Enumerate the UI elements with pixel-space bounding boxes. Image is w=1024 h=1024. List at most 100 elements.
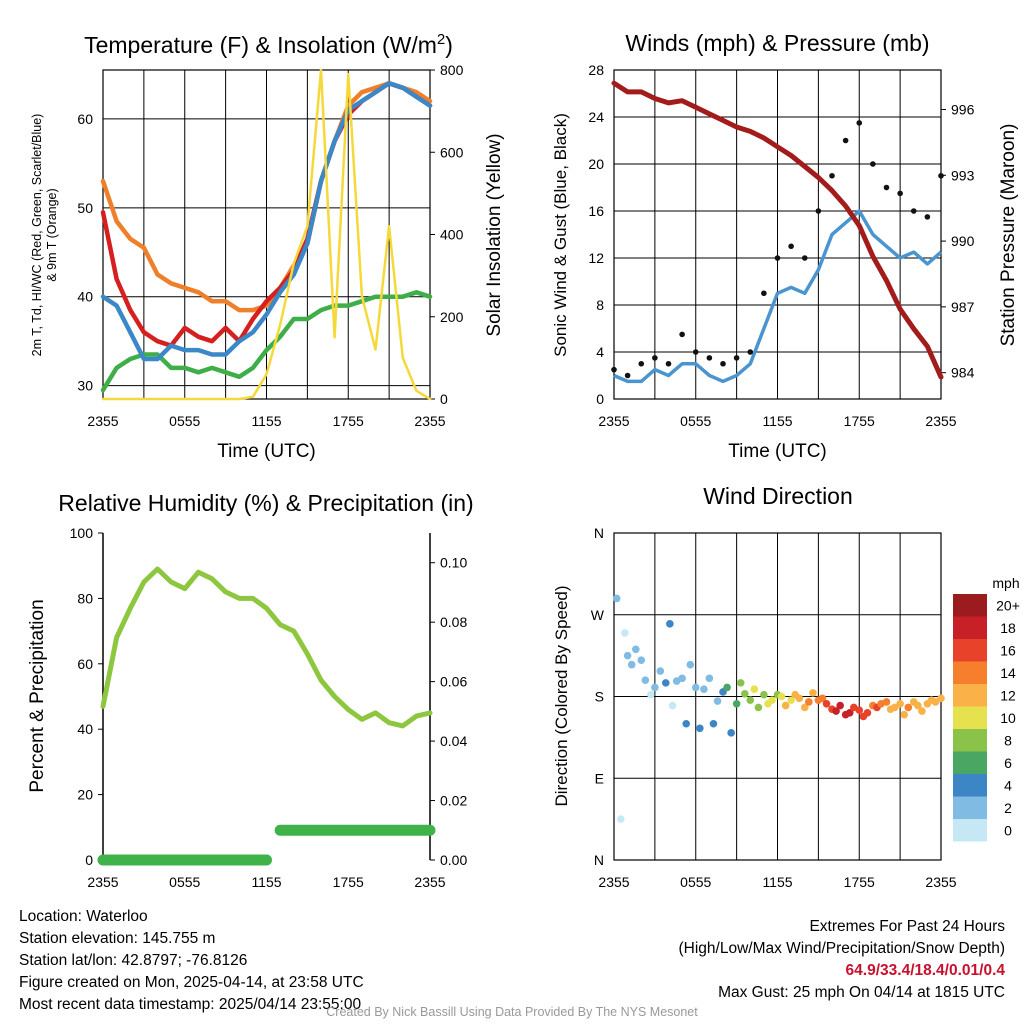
y-axis-label: 2m T, Td, HI/WC (Red, Green, Scarlet/Blu… (30, 114, 44, 357)
gust-point (788, 243, 794, 250)
station-latlon: Station lat/lon: 42.8797; -76.8126 (19, 952, 248, 969)
x-tick-label: 2355 (925, 413, 956, 429)
x-axis-label: Time (UTC) (728, 441, 827, 462)
extremes-values: 64.9/33.4/18.4/0.01/0.4 (845, 962, 1005, 979)
legend-label: 2 (1004, 800, 1012, 816)
direction-point (890, 703, 899, 712)
gust-point (679, 331, 685, 338)
station-elevation: Station elevation: 145.755 m (19, 930, 216, 947)
series-line (611, 80, 944, 380)
y-tick-label: 30 (77, 378, 93, 394)
direction-point (760, 690, 768, 699)
y2-tick-label: 0.00 (440, 852, 467, 868)
gust-point (897, 190, 903, 197)
y-tick-label: 40 (77, 721, 93, 737)
direction-point (627, 660, 636, 669)
x-tick-label: 0555 (680, 874, 711, 890)
extremes-heading: Extremes For Past 24 Hours (809, 918, 1005, 935)
direction-point (855, 706, 864, 714)
direction-point (741, 689, 749, 698)
direction-point (900, 710, 909, 719)
chart-title: Relative Humidity (%) & Precipitation (i… (58, 490, 473, 516)
legend-swatch (953, 684, 987, 707)
x-tick-label: 2355 (925, 874, 956, 890)
legend-swatch (953, 774, 987, 797)
gust-point (856, 120, 863, 126)
chart-title: Temperature (F) & Insolation (W/m2) (84, 31, 453, 58)
direction-point (931, 698, 940, 706)
y-tick-label: 4 (596, 344, 604, 360)
legend-swatch (953, 706, 987, 729)
direction-point (668, 701, 677, 710)
plot-border (102, 69, 431, 400)
gust-point (706, 355, 713, 361)
y2-tick-label: 0.04 (440, 733, 467, 749)
direction-point (800, 703, 809, 712)
x-tick-label: 1155 (762, 413, 792, 429)
gust-point (665, 360, 672, 367)
direction-point (651, 683, 659, 692)
direction-point (746, 696, 755, 704)
x-tick-label: 1755 (333, 874, 364, 890)
gust-point (747, 349, 754, 355)
legend-label: 8 (1004, 732, 1012, 748)
direction-point (696, 724, 704, 733)
direction-point (723, 683, 731, 692)
gust-point (829, 172, 835, 179)
gust-point (733, 355, 740, 361)
direction-point (705, 674, 714, 683)
direction-point (691, 683, 700, 692)
gust-point (801, 255, 808, 261)
direction-point (822, 699, 831, 708)
direction-point (641, 676, 650, 684)
y-tick-label: 80 (77, 590, 93, 606)
y-axis-label: & 9m T (Orange) (45, 188, 59, 281)
legend-label: 16 (1000, 642, 1016, 658)
extremes-subheading: (High/Low/Max Wind/Precipitation/Snow De… (678, 940, 1006, 957)
x-tick-label: 1155 (251, 413, 281, 429)
direction-point (682, 719, 691, 728)
legend-swatch (953, 819, 987, 842)
gust-point (870, 161, 876, 167)
legend-swatch (953, 729, 987, 752)
direction-point (632, 645, 640, 654)
x-tick-label: 0555 (680, 413, 711, 429)
x-tick-label: 2355 (87, 874, 118, 890)
x-axis-label: Time (UTC) (217, 441, 316, 462)
direction-point (754, 703, 763, 712)
series-line (100, 566, 433, 729)
y2-tick-label: 984 (951, 365, 975, 381)
y2-tick-label: 400 (440, 227, 464, 243)
chart-title: Wind Direction (703, 483, 853, 509)
legend-label: 10 (1000, 710, 1016, 726)
y2-tick-label: 600 (440, 144, 464, 160)
series-line (100, 81, 433, 362)
y-tick-label: 12 (588, 250, 604, 266)
plot-border (613, 69, 942, 400)
direction-point (918, 707, 926, 715)
y-tick-label: N (594, 852, 604, 868)
series-line (613, 209, 943, 384)
y-tick-label: 60 (77, 656, 93, 672)
direction-point (623, 651, 632, 660)
direction-point (732, 699, 741, 708)
y2-axis-label: Solar Insolation (Yellow) (484, 133, 505, 336)
x-tick-label: 2355 (598, 874, 629, 890)
y2-tick-label: 993 (951, 167, 975, 183)
direction-point (937, 694, 945, 703)
x-tick-label: 2355 (414, 413, 445, 429)
y2-tick-label: 0.02 (440, 793, 467, 809)
direction-point (621, 629, 629, 637)
direction-point (777, 692, 786, 701)
y-tick-label: 28 (588, 62, 604, 78)
direction-point (686, 660, 695, 669)
gust-point (692, 349, 699, 355)
gust-point (624, 372, 631, 379)
direction-point (700, 685, 708, 694)
direction-point (656, 667, 665, 675)
legend-label: 14 (1000, 665, 1016, 681)
direction-point (713, 697, 722, 705)
series-line (100, 81, 433, 313)
direction-point (795, 694, 804, 703)
